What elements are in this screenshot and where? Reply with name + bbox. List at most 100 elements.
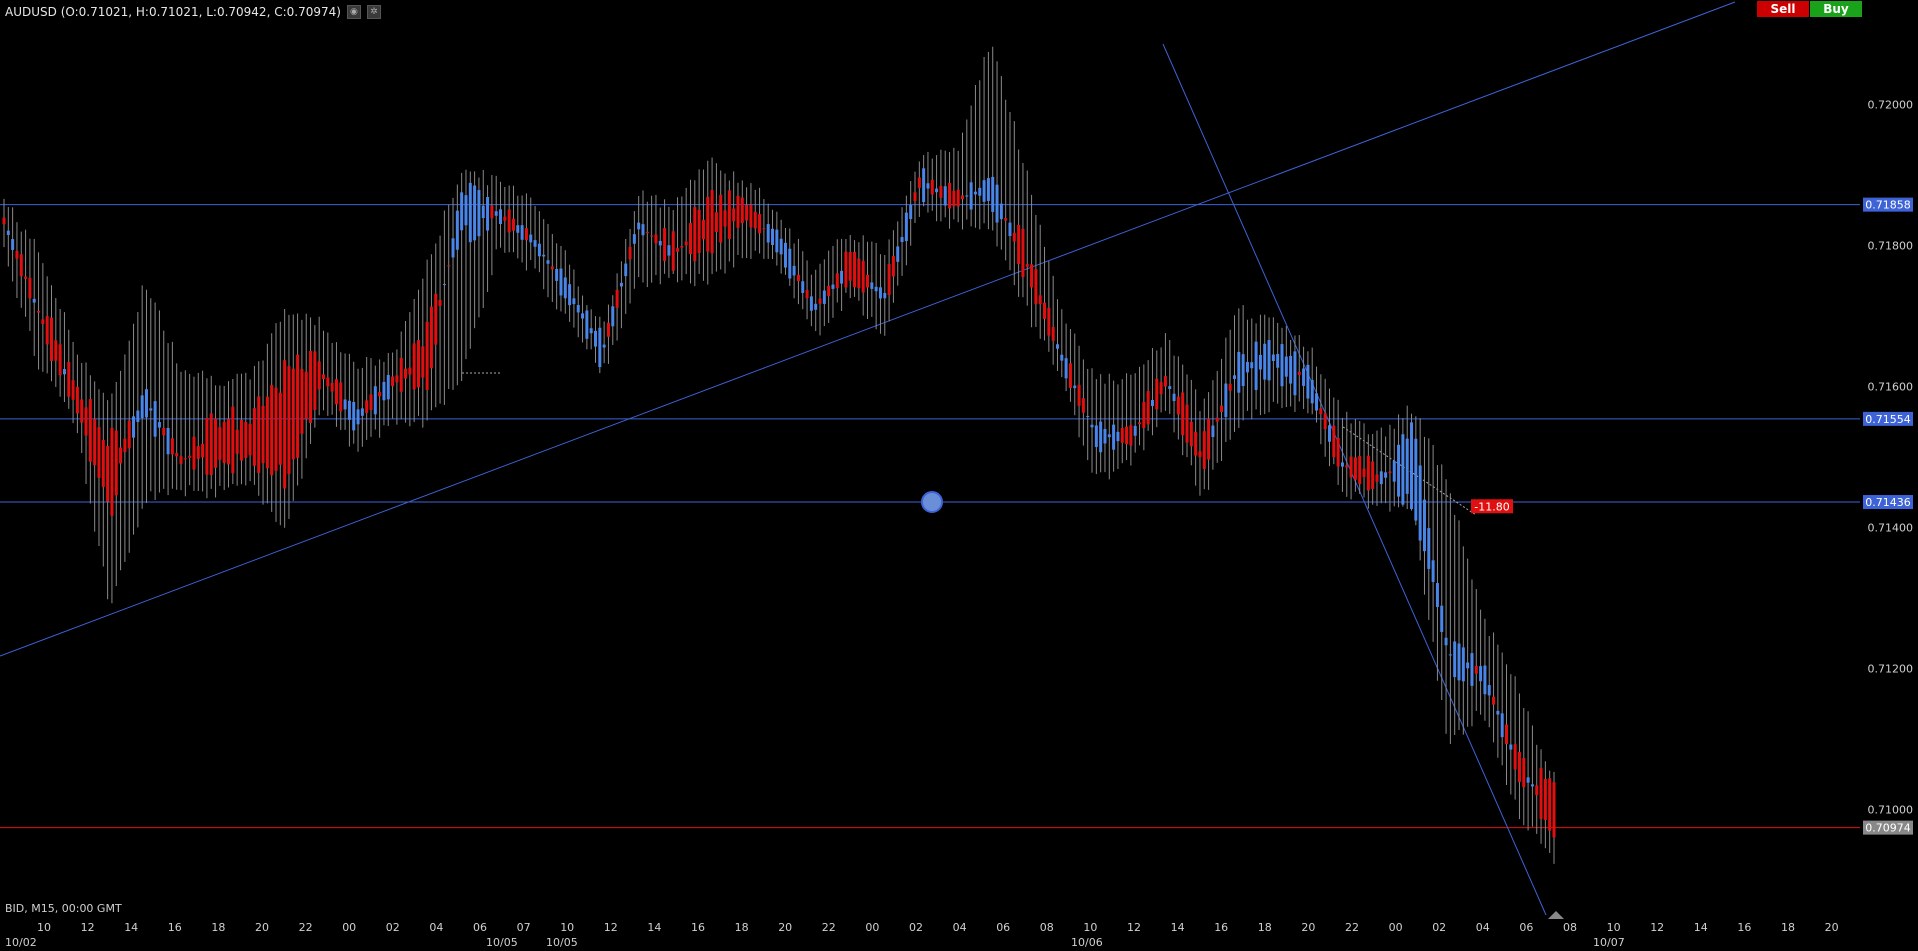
candle-body: [1349, 456, 1353, 478]
candle-body: [477, 190, 481, 237]
candle-body: [490, 205, 494, 219]
candle-body: [818, 298, 822, 304]
candle-body: [632, 234, 636, 244]
candle-body: [1025, 264, 1029, 267]
candle-body: [486, 196, 490, 231]
candle-body: [235, 429, 239, 454]
candle-body: [783, 242, 787, 268]
candle-body: [1505, 724, 1509, 745]
date-label: 10/02: [5, 936, 37, 949]
candle-body: [1513, 744, 1517, 770]
candle-body: [1103, 428, 1107, 444]
candle-body: [265, 396, 269, 469]
candle-body: [205, 418, 209, 475]
candle-body: [926, 183, 930, 189]
candle-body: [218, 427, 222, 460]
x-tick-label: 10: [1083, 921, 1097, 934]
candle-body: [1340, 462, 1344, 467]
candle-body: [447, 265, 451, 267]
candle-body: [1034, 269, 1038, 305]
y-tick-label: 0.72000: [1868, 99, 1914, 112]
gear-icon[interactable]: ✲: [366, 5, 381, 19]
annotation-label: -11.80: [1474, 500, 1509, 513]
candle-body: [1302, 368, 1306, 386]
candle-body: [1211, 425, 1215, 438]
candle-body: [425, 321, 429, 390]
candle-body: [373, 386, 377, 415]
candle-body: [231, 406, 235, 474]
candle-body: [1310, 380, 1314, 404]
x-tick-label: 02: [909, 921, 923, 934]
candle-body: [412, 343, 416, 390]
candle-body: [1315, 393, 1319, 411]
candle-body: [1457, 643, 1461, 681]
settings-icon[interactable]: ◉: [346, 5, 361, 19]
candle-body: [542, 254, 546, 257]
candle-body: [1435, 583, 1439, 607]
candle-body: [943, 186, 947, 206]
candle-body: [75, 386, 79, 414]
candle-body: [714, 212, 718, 232]
trend-line-up[interactable]: [0, 1, 1736, 657]
candle-body: [244, 421, 248, 458]
candle-body: [404, 368, 408, 379]
scroll-marker-icon[interactable]: [1548, 911, 1564, 919]
chart-info-label: BID, M15, 00:00 GMT: [5, 902, 122, 915]
candle-body: [740, 197, 744, 224]
annotation-badge: [1471, 499, 1513, 514]
candle-body: [123, 438, 127, 453]
candle-body: [1379, 471, 1383, 485]
x-tick-label: 08: [1563, 921, 1577, 934]
sell-button[interactable]: Sell: [1757, 1, 1809, 17]
candle-body: [589, 328, 593, 334]
candle-body: [360, 408, 364, 416]
candle-body: [641, 224, 645, 236]
candle-body: [1535, 785, 1539, 796]
candle-body: [179, 456, 183, 464]
candle-body: [175, 452, 179, 457]
candle-body: [922, 168, 926, 203]
candles-layer: [2, 46, 1556, 864]
candle-body: [1530, 784, 1534, 787]
buy-button[interactable]: Buy: [1810, 1, 1862, 17]
candle-body: [982, 180, 986, 202]
candle-body: [222, 421, 226, 464]
candle-body: [896, 246, 900, 262]
candle-body: [1319, 408, 1323, 415]
candle-body: [1306, 364, 1310, 399]
line-drag-handle[interactable]: [921, 491, 943, 514]
candle-body: [1371, 461, 1375, 489]
price-marker-label: 0.71554: [1865, 413, 1911, 426]
x-tick-label: 18: [1781, 921, 1795, 934]
candle-body: [723, 210, 727, 227]
candle-body: [1060, 354, 1064, 361]
candle-body: [239, 419, 243, 461]
candle-body: [831, 284, 835, 289]
candle-body: [1543, 779, 1547, 821]
candle-body: [395, 375, 399, 383]
candle-body: [1366, 455, 1370, 491]
current-price-label: 0.70974: [1865, 822, 1911, 835]
candle-body: [1479, 666, 1483, 682]
candle-body: [516, 225, 520, 233]
measure-line: [1342, 426, 1477, 516]
candle-body: [309, 350, 313, 423]
candle-body: [1099, 421, 1103, 453]
candle-body: [697, 209, 701, 254]
candle-body: [1444, 637, 1448, 646]
candle-body: [602, 344, 606, 348]
x-tick-label: 14: [647, 921, 661, 934]
candle-body: [1453, 641, 1457, 678]
x-tick-label: 18: [211, 921, 225, 934]
candle-body: [667, 245, 671, 256]
candle-body: [37, 310, 41, 313]
candle-body: [84, 407, 88, 436]
candle-body: [995, 184, 999, 223]
candle-body: [274, 387, 278, 471]
x-tick-label: 20: [255, 921, 269, 934]
candle-body: [917, 177, 921, 188]
candle-body: [965, 195, 969, 197]
candle-body: [278, 392, 282, 465]
candle-body: [581, 313, 585, 319]
